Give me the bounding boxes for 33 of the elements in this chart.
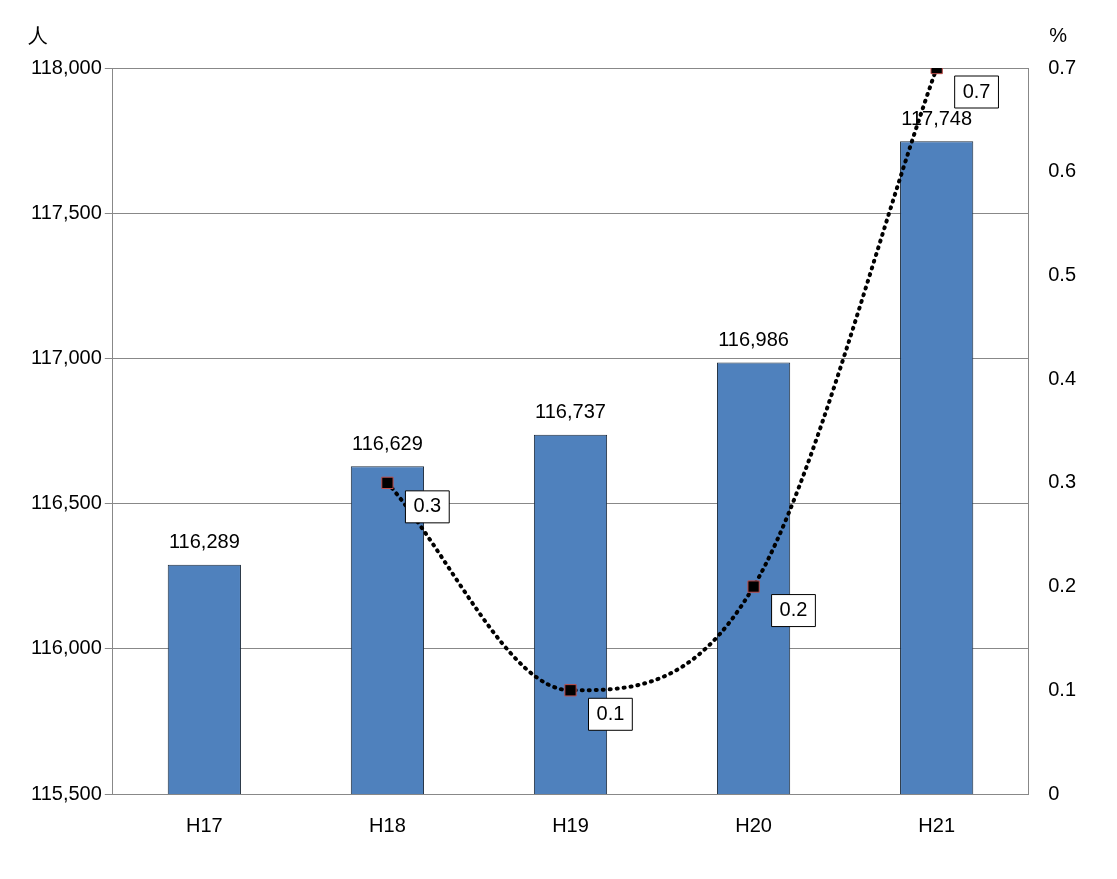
x-tick-label: H20 — [735, 813, 772, 836]
data-label: 116,629 — [352, 431, 423, 454]
data-label: 0.2 — [779, 598, 808, 621]
x-tick-label: H19 — [552, 813, 589, 836]
y-tick-label: 115,500 — [31, 781, 102, 804]
point — [564, 684, 577, 697]
y2-tick-label: 0.2 — [1048, 574, 1077, 597]
y2-tick-label: 0.3 — [1048, 470, 1077, 493]
y2-axis-title: % — [1049, 23, 1068, 46]
data-label: 116,737 — [535, 400, 606, 423]
point — [747, 580, 760, 593]
data-label: 0.3 — [413, 494, 442, 517]
y2-tick-label: 0.7 — [1048, 55, 1077, 78]
x-tick-label: H17 — [186, 813, 223, 836]
y2-tick-label: 0 — [1048, 781, 1060, 804]
data-label: 116,289 — [168, 530, 240, 553]
y-tick-label: 117,500 — [31, 200, 102, 223]
y-tick-label: 118,000 — [31, 55, 102, 78]
y-tick-label: 116,000 — [31, 636, 102, 659]
y-axis-title: 人 — [27, 23, 48, 46]
y2-tick-label: 0.1 — [1048, 677, 1077, 700]
data-label: 117,748 — [901, 106, 973, 129]
x-tick-label: H21 — [918, 813, 956, 836]
point — [381, 476, 394, 490]
y-tick-label: 116,500 — [31, 491, 102, 514]
y-tick-label: 117,000 — [31, 345, 102, 368]
x-tick-label: H18 — [369, 813, 406, 836]
data-label: 116,986 — [718, 327, 789, 350]
y2-tick-label: 0.6 — [1048, 159, 1077, 182]
y2-tick-label: 0.4 — [1048, 366, 1077, 389]
data-label: 0.7 — [962, 79, 991, 102]
y2-tick-label: 0.5 — [1048, 262, 1077, 285]
data-label: 0.1 — [596, 701, 625, 724]
